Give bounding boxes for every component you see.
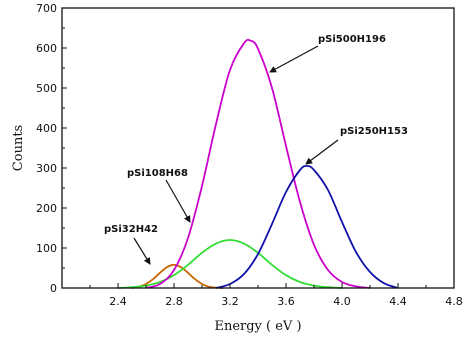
series-line-pSi32H42 [131,263,224,289]
x-tick-label: 2.4 [109,295,127,308]
x-tick-label: 4.4 [389,295,407,308]
y-tick-label: 600 [36,42,57,55]
annotation-pSi500H196: pSi500H196 [318,34,386,45]
x-tick-label: 3.6 [277,295,295,308]
annotation-arrow-pSi500H196 [269,45,319,73]
x-tick-label: 4.0 [333,295,351,308]
series-line-pSi250H153 [215,165,399,289]
series-line-pSi500H196 [145,38,371,289]
x-axis-ticks: 2.4 2.8 3.2 3.6 4.0 4.4 4.8 [89,283,463,308]
y-tick-label: 0 [50,282,57,295]
y-axis-label: Counts [11,125,26,171]
y-tick-label: 400 [36,122,57,135]
annotation-arrow-pSi108H68 [165,179,191,223]
y-tick-label: 500 [36,82,57,95]
y-tick-label: 300 [36,162,57,175]
y-tick-label: 700 [36,2,57,15]
annotation-arrow-pSi250H153 [305,139,339,165]
x-tick-label: 3.2 [221,295,239,308]
x-axis-label: Energy ( eV ) [214,319,301,334]
annotation-pSi32H42: pSi32H42 [104,224,158,235]
annotation-pSi108H68: pSi108H68 [127,168,188,179]
annotation-arrow-pSi32H42 [133,237,151,265]
annotations: pSi500H196 pSi250H153 pSi108H68 pSi32H42 [104,34,408,265]
series-layer [117,38,399,289]
x-tick-label: 4.8 [445,295,463,308]
annotation-pSi250H153: pSi250H153 [340,126,408,137]
y-axis-ticks: 0 100 200 300 400 500 600 700 [36,2,67,295]
y-tick-label: 100 [36,242,57,255]
y-tick-label: 200 [36,202,57,215]
series-line-pSi108H68 [117,239,343,289]
x-tick-label: 2.8 [165,295,183,308]
